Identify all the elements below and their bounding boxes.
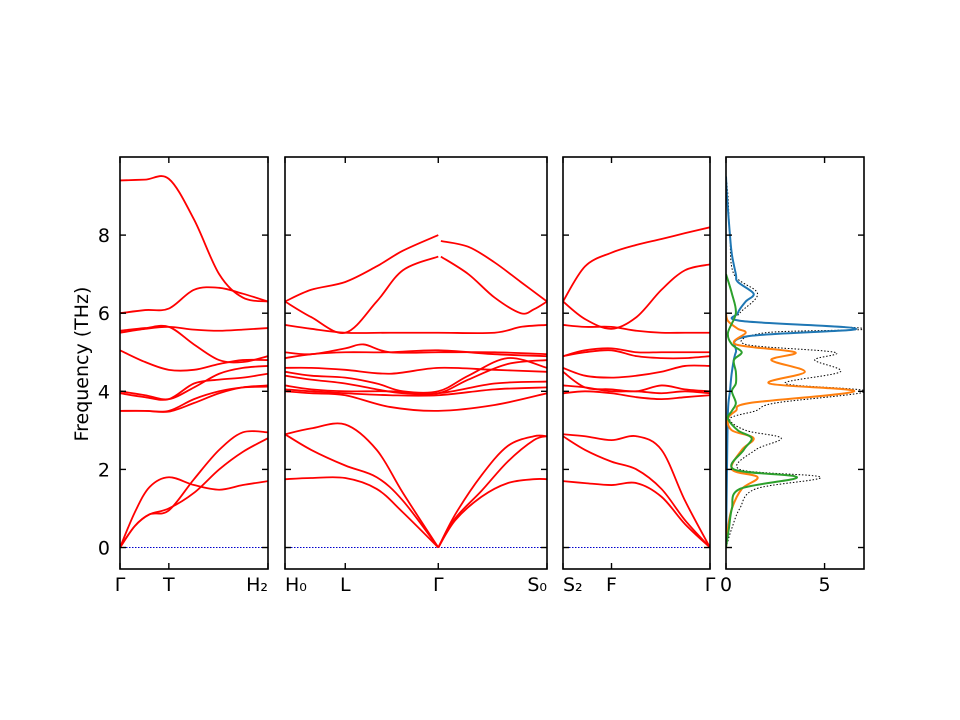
xtick-label-p3-2: Γ xyxy=(705,574,716,596)
band-p3-1 xyxy=(563,263,710,330)
xtick-label-p1-1: T xyxy=(162,574,175,596)
band-p2-6 xyxy=(285,349,547,360)
band-p1-10 xyxy=(120,437,268,549)
frame-dos xyxy=(725,156,865,570)
band-p1-8 xyxy=(120,385,268,413)
panel-p1: 0 2 4 6 8 Γ T H₂ xyxy=(98,156,269,596)
band-p1-1 xyxy=(120,286,268,315)
dos-curve-dos_2 xyxy=(726,312,856,548)
band-p1-6 xyxy=(120,372,268,401)
panel-p2: H₀ L Γ S₀ xyxy=(284,156,548,596)
band-p3-10 xyxy=(563,435,710,549)
plot-area-dos xyxy=(726,176,864,548)
ytick-label-4: 4 xyxy=(98,381,110,403)
plot-area-p3 xyxy=(563,226,710,549)
band-p2-3 xyxy=(440,255,547,315)
band-p3-7 xyxy=(563,384,710,395)
band-p2-12 xyxy=(285,390,547,412)
band-p2-0 xyxy=(285,234,439,303)
band-p1-4 xyxy=(120,349,268,372)
frame-p2 xyxy=(284,156,548,570)
band-p2-15 xyxy=(285,476,439,549)
band-p2-2 xyxy=(440,240,547,303)
band-p2-18 xyxy=(437,477,547,548)
frame-p1 xyxy=(119,156,269,570)
band-p3-0 xyxy=(563,226,710,302)
xtick-label-dos-0: 0 xyxy=(720,574,732,596)
xtick-label-p2-3: S₀ xyxy=(527,574,547,596)
band-p1-5 xyxy=(120,365,268,401)
band-p2-17 xyxy=(437,435,547,548)
ytick-label-2: 2 xyxy=(98,459,110,481)
band-p2-11 xyxy=(285,386,547,397)
xtick-label-p1-2: H₂ xyxy=(246,574,268,596)
dos-curve-dos_3 xyxy=(726,273,798,548)
xtick-label-dos-1: 5 xyxy=(819,574,831,596)
band-p3-11 xyxy=(563,480,710,549)
band-p3-3 xyxy=(563,347,710,358)
band-p1-11 xyxy=(120,476,268,548)
band-p2-14 xyxy=(285,433,439,549)
band-p1-0 xyxy=(120,175,268,303)
y-axis-label: Frequency (THz) xyxy=(71,287,93,442)
dos-curve-dos_total xyxy=(726,176,864,548)
xtick-label-p2-1: L xyxy=(340,574,351,596)
band-p2-1 xyxy=(285,255,439,334)
band-p2-7 xyxy=(285,366,547,375)
band-p2-13 xyxy=(285,422,440,549)
xtick-label-p2-2: Γ xyxy=(433,574,444,596)
plot-area-p1 xyxy=(120,175,268,549)
ytick-label-6: 6 xyxy=(98,303,110,325)
band-p3-5 xyxy=(563,364,710,379)
band-p2-10 xyxy=(285,380,547,395)
xtick-label-p3-0: S₂ xyxy=(563,574,583,596)
xtick-label-p2-0: H₀ xyxy=(285,574,307,596)
band-p1-3 xyxy=(120,324,268,364)
xtick-label-p1-0: Γ xyxy=(115,574,126,596)
band-p3-8 xyxy=(563,390,710,401)
band-p2-9 xyxy=(285,359,547,396)
band-p3-9 xyxy=(563,433,710,548)
band-p2-16 xyxy=(437,434,547,548)
band-p1-9 xyxy=(120,430,268,549)
frame-p3 xyxy=(562,156,711,570)
band-p2-4 xyxy=(285,324,547,335)
xtick-label-p3-1: F xyxy=(606,574,617,596)
band-p3-4 xyxy=(563,349,710,360)
band-p3-2 xyxy=(563,324,710,334)
band-p3-6 xyxy=(563,371,710,393)
ytick-label-8: 8 xyxy=(98,225,110,247)
ytick-label-0: 0 xyxy=(98,538,110,560)
panel-p3: S₂ F Γ xyxy=(562,156,716,596)
dos-curve-dos_1 xyxy=(726,176,858,548)
plot-area-p2 xyxy=(285,234,547,549)
